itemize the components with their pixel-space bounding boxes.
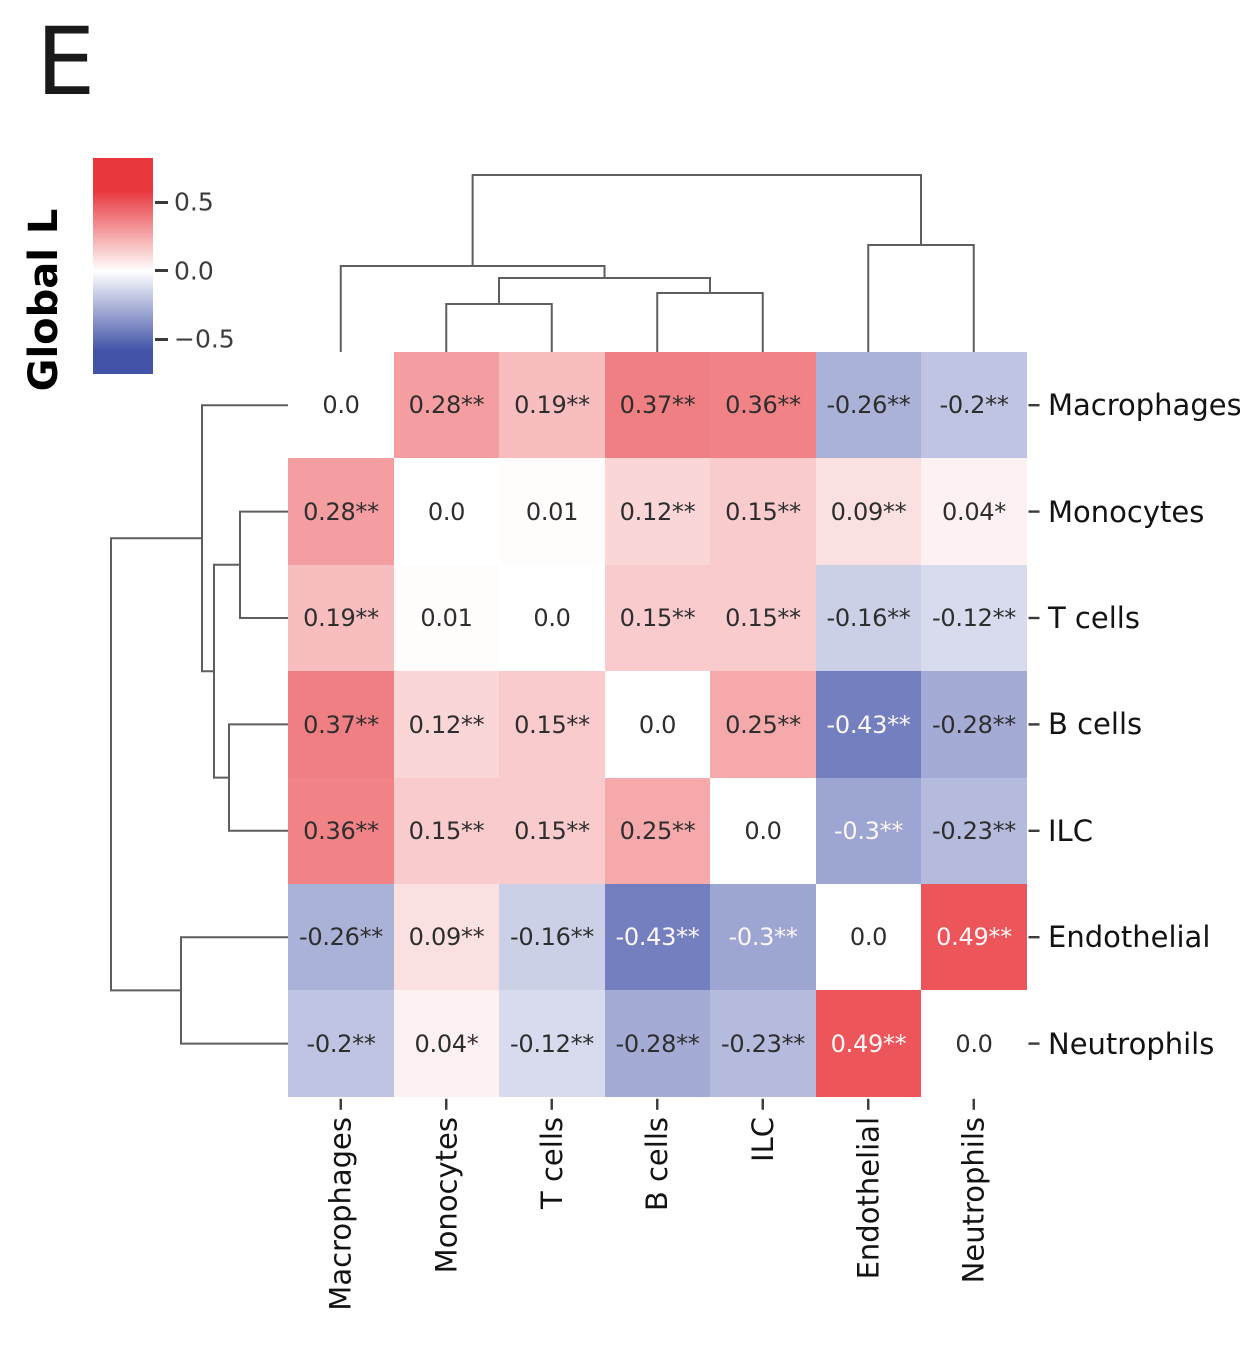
- heatmap-cell: -0.16**: [815, 564, 922, 672]
- heatmap-cell: 0.37**: [288, 671, 394, 779]
- heatmap-cell: -0.23**: [710, 990, 816, 1098]
- heatmap-cell: 0.0: [710, 777, 816, 885]
- row-label: ILC: [1048, 813, 1093, 848]
- heatmap-cell: 0.19**: [499, 352, 605, 459]
- heatmap-cell: 0.12**: [604, 458, 711, 566]
- top-dendrogram-link: [656, 292, 764, 352]
- heatmap-cell: 0.15**: [499, 777, 605, 885]
- column-label: Monocytes: [429, 1117, 464, 1274]
- heatmap-cell: 0.01: [499, 458, 605, 566]
- heatmap-cell: 0.0: [815, 884, 922, 991]
- heatmap-cell: 0.0: [604, 671, 711, 779]
- heatmap-cell: 0.0: [288, 352, 394, 459]
- top-dendrogram-link: [445, 303, 553, 352]
- row-label: Monocytes: [1048, 494, 1205, 529]
- panel-letter: E: [36, 8, 96, 117]
- top-dendrogram-link: [339, 265, 606, 352]
- left-dendrogram-link: [239, 510, 288, 619]
- heatmap-cell: 0.15**: [710, 564, 816, 672]
- heatmap-cell: -0.2**: [921, 352, 1027, 459]
- heatmap-cell: 0.36**: [288, 777, 394, 885]
- top-dendrogram-link: [471, 174, 922, 266]
- heatmap-cell: -0.43**: [604, 884, 711, 991]
- colorbar-tick-mark: [155, 337, 168, 341]
- heatmap-cell: 0.09**: [815, 458, 922, 566]
- row-label: Endothelial: [1048, 920, 1211, 955]
- colorbar-gradient: [93, 158, 153, 374]
- colorbar-tick-mark: [155, 200, 168, 204]
- heatmap-cell: 0.04*: [393, 990, 500, 1098]
- heatmap-cell: 0.15**: [499, 671, 605, 779]
- heatmap-cell: 0.25**: [710, 671, 816, 779]
- heatmap-cell: 0.0: [499, 564, 605, 672]
- heatmap-cell: 0.36**: [710, 352, 816, 459]
- heatmap-cell: -0.3**: [710, 884, 816, 991]
- colorbar-tick-label: 0.5: [174, 187, 214, 217]
- heatmap-cell: 0.15**: [604, 564, 711, 672]
- row-label: Macrophages: [1048, 388, 1240, 423]
- heatmap-cell: 0.0: [921, 990, 1027, 1098]
- left-dendrogram-link: [201, 404, 288, 673]
- column-label: Neutrophils: [956, 1117, 991, 1284]
- left-dendrogram-link: [213, 563, 240, 779]
- colorbar-title: Global L: [21, 208, 67, 392]
- heatmap-cell: -0.23**: [921, 777, 1027, 885]
- heatmap-cell: 0.09**: [393, 884, 500, 991]
- top-dendrogram-link: [498, 277, 711, 304]
- row-label: B cells: [1048, 707, 1143, 742]
- heatmap-cell: 0.37**: [604, 352, 711, 459]
- column-label: B cells: [640, 1117, 675, 1212]
- colorbar-tick-label: 0.0: [174, 256, 214, 286]
- heatmap-cell: -0.28**: [921, 671, 1027, 779]
- heatmap-cell: 0.04*: [921, 458, 1027, 566]
- row-label: T cells: [1048, 601, 1140, 635]
- heatmap-cell: -0.16**: [499, 884, 605, 991]
- left-dendrogram-link: [228, 723, 288, 832]
- heatmap-cell: 0.28**: [288, 458, 394, 566]
- heatmap-cell: 0.28**: [393, 352, 500, 459]
- heatmap-cell: -0.12**: [921, 564, 1027, 672]
- colorbar-tick-label: −0.5: [174, 324, 235, 354]
- heatmap-cell: -0.2**: [288, 990, 394, 1098]
- heatmap-cell: 0.15**: [393, 777, 500, 885]
- heatmap-cell: -0.26**: [288, 884, 394, 991]
- heatmap-cell: 0.49**: [921, 884, 1027, 991]
- heatmap-cell: -0.26**: [815, 352, 922, 459]
- heatmap-cell: 0.49**: [815, 990, 922, 1098]
- heatmap-cell: -0.12**: [499, 990, 605, 1098]
- heatmap-cell: -0.3**: [815, 777, 922, 885]
- colorbar-tick-mark: [155, 269, 168, 273]
- heatmap-cell: 0.0: [393, 458, 500, 566]
- heatmap-cell: 0.01: [393, 564, 500, 672]
- column-label: T cells: [534, 1117, 569, 1209]
- row-label: Neutrophils: [1048, 1026, 1215, 1061]
- heatmap-cell: 0.19**: [288, 564, 394, 672]
- heatmap-cell: 0.25**: [604, 777, 711, 885]
- heatmap-cell: -0.43**: [815, 671, 922, 779]
- heatmap-cell: -0.28**: [604, 990, 711, 1098]
- heatmap-cell: 0.12**: [393, 671, 500, 779]
- column-label: Macrophages: [323, 1117, 358, 1311]
- left-dendrogram-link: [110, 537, 202, 992]
- column-label: Endothelial: [851, 1117, 886, 1280]
- heatmap-cell: 0.15**: [710, 458, 816, 566]
- top-dendrogram-link: [867, 244, 975, 352]
- column-label: ILC: [745, 1117, 780, 1162]
- left-dendrogram-link: [180, 936, 288, 1045]
